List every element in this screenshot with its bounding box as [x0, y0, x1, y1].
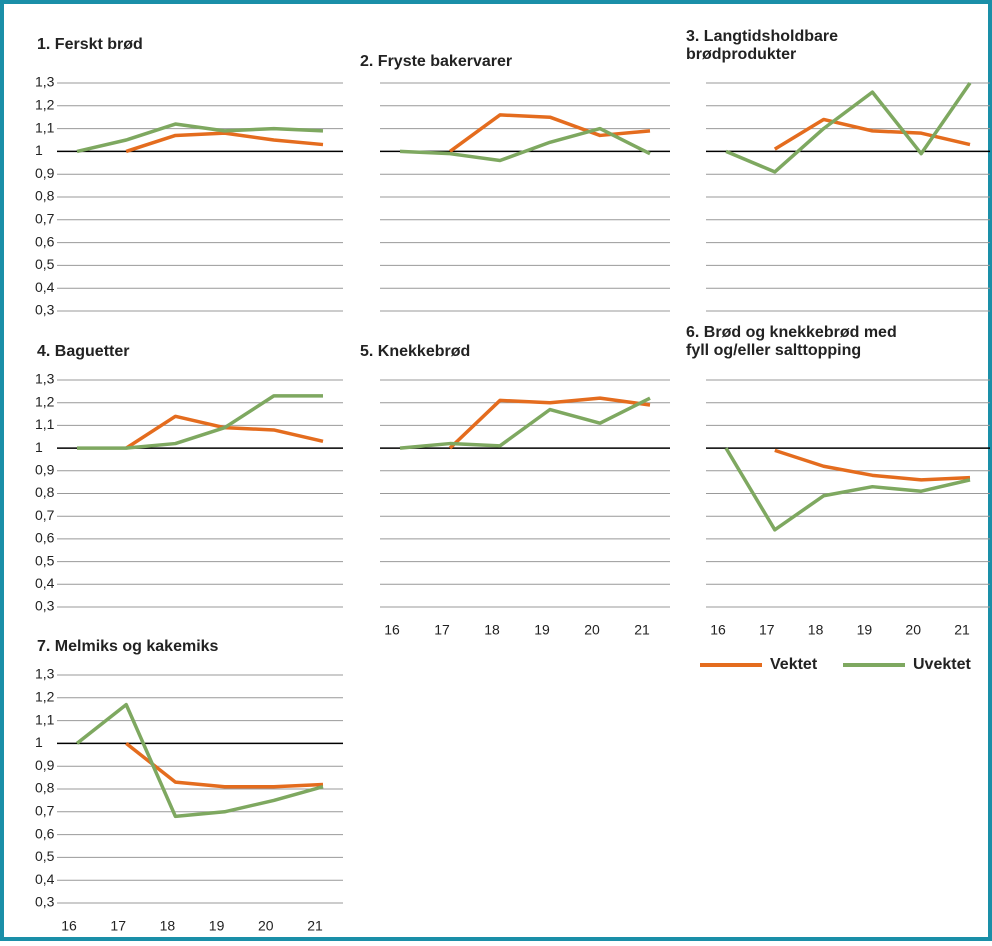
chart-title: 2. Fryste bakervarer [360, 53, 512, 70]
y-tick-label: 1 [35, 142, 43, 158]
line [725, 82, 972, 174]
y-tick-label: 0,4 [35, 279, 55, 295]
x-tick-label: 17 [434, 622, 450, 638]
y-tick-label: 0,3 [35, 598, 55, 614]
x-tick-label: 17 [759, 622, 775, 638]
chart-title: 6. Brød og knekkebrød med [686, 324, 897, 341]
y-tick-label: 0,9 [35, 757, 55, 773]
x-tick-label: 20 [258, 918, 274, 934]
x-tick-label: 18 [808, 622, 824, 638]
x-tick-label: 20 [905, 622, 921, 638]
y-tick-label: 0,4 [35, 871, 55, 887]
y-tick-label: 1,1 [35, 119, 55, 135]
line [448, 396, 651, 450]
y-tick-label: 0,6 [35, 233, 55, 249]
line [773, 117, 971, 151]
y-tick-label: 0,7 [35, 211, 55, 227]
x-tick-label: 20 [584, 622, 600, 638]
chart-title: 3. Langtidsholdbare [686, 28, 838, 45]
y-tick-label: 0,5 [35, 552, 55, 568]
chart-title: 1. Ferskt brød [37, 36, 143, 53]
x-tick-label: 19 [534, 622, 550, 638]
y-tick-label: 0,9 [35, 462, 55, 478]
y-tick-label: 1,3 [35, 371, 55, 387]
y-tick-label: 0,7 [35, 803, 55, 819]
y-tick-label: 0,7 [35, 507, 55, 523]
y-tick-label: 1,2 [35, 97, 55, 113]
line [76, 122, 324, 154]
line [77, 394, 323, 450]
line [448, 113, 651, 153]
y-tick-label: 1 [35, 439, 43, 455]
chart-title: 7. Melmiks og kakemiks [37, 638, 219, 655]
x-tick-label: 19 [857, 622, 873, 638]
y-tick-label: 0,5 [35, 848, 55, 864]
chart-title: brødprodukter [686, 46, 796, 63]
x-tick-label: 21 [307, 918, 323, 934]
chart-title: fyll og/eller salttopping [686, 342, 861, 359]
x-tick-label: 19 [209, 918, 225, 934]
y-tick-label: 0,8 [35, 780, 55, 796]
x-tick-label: 21 [954, 622, 970, 638]
x-tick-label: 18 [160, 918, 176, 934]
x-tick-label: 17 [110, 918, 126, 934]
line [125, 131, 324, 154]
x-tick-label: 16 [61, 918, 77, 934]
y-tick-label: 1,1 [35, 416, 55, 432]
line [399, 396, 651, 450]
x-tick-label: 16 [710, 622, 726, 638]
y-tick-label: 0,4 [35, 575, 55, 591]
y-tick-label: 0,6 [35, 825, 55, 841]
y-tick-label: 1,2 [35, 393, 55, 409]
x-tick-label: 18 [484, 622, 500, 638]
y-tick-label: 1,1 [35, 711, 55, 727]
x-tick-label: 21 [634, 622, 650, 638]
y-tick-label: 1,3 [35, 74, 55, 90]
line [399, 126, 651, 163]
y-tick-label: 1,2 [35, 689, 55, 705]
legend-label: Uvektet [913, 656, 971, 673]
y-tick-label: 0,9 [35, 165, 55, 181]
x-tick-label: 16 [384, 622, 400, 638]
chart-title: 5. Knekkebrød [360, 343, 470, 360]
line [125, 414, 324, 450]
line [774, 448, 971, 482]
line [125, 742, 324, 789]
line [75, 702, 324, 819]
line [724, 447, 971, 532]
y-tick-label: 0,8 [35, 484, 55, 500]
y-tick-label: 0,5 [35, 256, 55, 272]
y-tick-label: 0,8 [35, 188, 55, 204]
y-tick-label: 0,3 [35, 894, 55, 910]
legend-label: Vektet [770, 656, 818, 673]
y-tick-label: 0,6 [35, 530, 55, 546]
y-tick-label: 1 [35, 734, 43, 750]
y-tick-label: 0,3 [35, 302, 55, 318]
y-tick-label: 1,3 [35, 666, 55, 682]
chart-title: 4. Baguetter [37, 343, 129, 360]
